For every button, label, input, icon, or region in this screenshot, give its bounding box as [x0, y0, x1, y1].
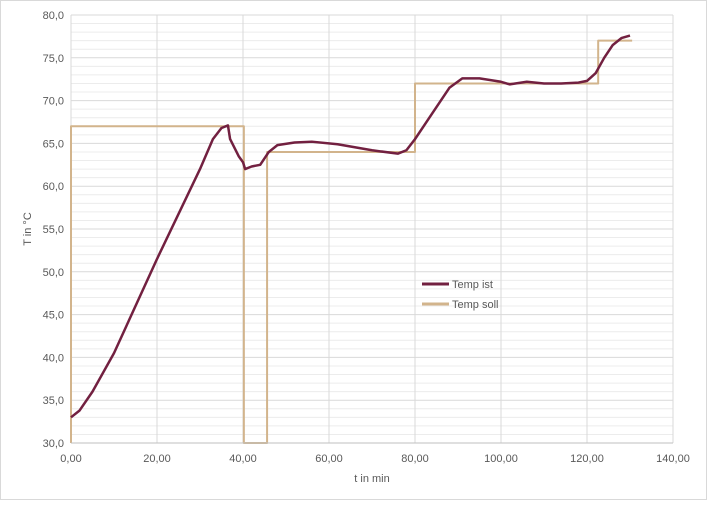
x-tick-label: 120,00 [570, 453, 604, 465]
y-tick-label: 30,0 [43, 438, 64, 450]
x-tick-label: 60,00 [315, 453, 343, 465]
y-tick-label: 50,0 [43, 267, 64, 279]
legend: Temp ist Temp soll [422, 279, 498, 311]
x-tick-label: 20,00 [143, 453, 171, 465]
y-tick-label: 75,0 [43, 53, 64, 65]
legend-label-temp-ist: Temp ist [452, 279, 493, 291]
y-tick-label: 80,0 [43, 10, 64, 22]
y-tick-label: 70,0 [43, 96, 64, 108]
x-tick-label: 100,00 [484, 453, 518, 465]
y-axis-label: T in °C [22, 212, 34, 246]
y-tick-label: 40,0 [43, 352, 64, 364]
x-tick-label: 0,00 [60, 453, 81, 465]
legend-label-temp-soll: Temp soll [452, 299, 498, 311]
x-tick-label: 40,00 [229, 453, 257, 465]
x-tick-label: 140,00 [656, 453, 690, 465]
temp-ist-line [70, 34, 631, 419]
x-tick-label: 80,00 [401, 453, 429, 465]
y-tick-label: 35,0 [43, 395, 64, 407]
y-tick-label: 55,0 [43, 224, 64, 236]
y-tick-label: 45,0 [43, 310, 64, 322]
x-axis-label: t in min [354, 473, 389, 485]
y-tick-label: 65,0 [43, 138, 64, 150]
y-tick-label: 60,0 [43, 181, 64, 193]
